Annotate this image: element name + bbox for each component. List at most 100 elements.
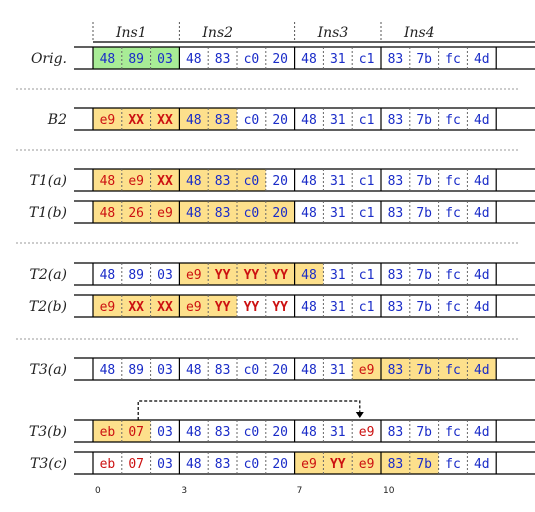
byte-cell: c0	[244, 52, 260, 67]
byte-cell: YY	[244, 268, 260, 283]
highlight-cell	[208, 108, 237, 130]
highlight-cell	[93, 420, 122, 442]
byte-cell: 48	[301, 113, 317, 128]
byte-cell: 31	[330, 363, 346, 378]
byte-cell: 20	[272, 206, 288, 221]
byte-cell: 20	[272, 174, 288, 189]
byte-row: T3(c) eb 07 03 48 83 c0 20 e9 YY e9 83 7b fc 4d	[30, 451, 535, 475]
byte-cell: fc	[445, 363, 461, 378]
byte-cell: 07	[128, 457, 144, 472]
byte-cell: 48	[100, 268, 116, 283]
byte-cell: c1	[359, 113, 375, 128]
byte-cell: c0	[244, 206, 260, 221]
highlight-cell	[237, 263, 266, 285]
highlight-cell	[121, 47, 151, 69]
byte-cell: 03	[157, 52, 173, 67]
byte-cell: YY	[272, 300, 288, 315]
offset-axis: 0 3 7 10	[95, 486, 395, 496]
byte-cell: 7b	[416, 425, 432, 440]
group-separators	[16, 88, 520, 340]
byte-cell: 48	[301, 363, 317, 378]
byte-cell: e9	[359, 457, 375, 472]
row-label: Orig.	[31, 51, 67, 67]
byte-cell: 48	[186, 174, 202, 189]
row-label: T1(a)	[29, 173, 67, 189]
highlight-cell	[150, 295, 180, 317]
row-label: T2(b)	[29, 299, 67, 315]
highlight-cell	[352, 452, 381, 474]
highlight-cell	[150, 47, 180, 69]
highlight-cell	[467, 358, 497, 380]
instruction-header: Ins1 Ins2 Ins3 Ins4	[92, 22, 535, 43]
byte-cell: 7b	[416, 113, 432, 128]
byte-cell: 48	[186, 457, 202, 472]
byte-cell: 48	[186, 425, 202, 440]
highlight-cell	[150, 169, 180, 191]
byte-row: T1(b) 48 26 e9 48 83 c0 20 48 31 c1 83 7b fc 4d	[29, 200, 535, 224]
byte-cell: c1	[359, 268, 375, 283]
byte-cell: c0	[244, 457, 260, 472]
highlight-cell	[121, 420, 151, 442]
byte-cell: 03	[157, 268, 173, 283]
highlight-cell	[208, 169, 237, 191]
byte-cell: 4d	[474, 206, 490, 221]
byte-cell: 03	[157, 457, 173, 472]
highlight-cell	[381, 358, 410, 380]
byte-cell: fc	[445, 300, 461, 315]
byte-cell: e9	[186, 268, 202, 283]
row-label: T1(b)	[29, 205, 67, 221]
byte-cell: 20	[272, 52, 288, 67]
instruction-label: Ins4	[403, 25, 435, 41]
byte-cell: 48	[301, 268, 317, 283]
byte-cell: 83	[388, 113, 404, 128]
byte-cell: 48	[100, 206, 116, 221]
byte-cell: 48	[301, 206, 317, 221]
highlight-cell	[179, 169, 209, 191]
byte-cell: 83	[215, 363, 231, 378]
byte-cell: c0	[244, 363, 260, 378]
byte-cell: 48	[301, 174, 317, 189]
byte-cell: c0	[244, 174, 260, 189]
byte-cell: 48	[186, 206, 202, 221]
byte-cell: 48	[301, 425, 317, 440]
byte-cell: 31	[330, 52, 346, 67]
byte-cell: 03	[157, 425, 173, 440]
byte-cell: 4d	[474, 268, 490, 283]
byte-cell: 89	[128, 268, 144, 283]
highlight-cell	[323, 452, 353, 474]
offset-label: 3	[181, 486, 187, 496]
byte-cell: e9	[157, 206, 173, 221]
row-label: T3(b)	[29, 424, 67, 440]
byte-cell: e9	[301, 457, 317, 472]
byte-cell: c1	[359, 300, 375, 315]
byte-cell: YY	[272, 268, 288, 283]
highlight-cell	[121, 169, 151, 191]
highlight-cell	[93, 169, 122, 191]
highlight-cell	[179, 263, 209, 285]
highlight-cell	[237, 169, 266, 191]
byte-row: T1(a) 48 e9 XX 48 83 c0 20 48 31 c1 83 7b fc 4d	[29, 168, 535, 192]
byte-cell: YY	[215, 300, 231, 315]
highlight-cell	[121, 201, 151, 223]
byte-cell: e9	[359, 425, 375, 440]
byte-cell: YY	[244, 300, 260, 315]
byte-cell: 48	[301, 300, 317, 315]
offset-label: 0	[95, 486, 101, 496]
row-label: B2	[47, 112, 67, 128]
byte-cell: 31	[330, 174, 346, 189]
byte-row: Orig. 48 89 03 48 83 c0 20 48 31 c1 83 7b fc 4d	[31, 46, 535, 70]
byte-row: T2(a) 48 89 03 e9 YY YY YY 48 31 c1 83 7b fc 4d	[29, 262, 535, 286]
byte-cell: fc	[445, 268, 461, 283]
byte-cell: 26	[128, 206, 144, 221]
highlight-cell	[294, 263, 324, 285]
byte-cell: 20	[272, 113, 288, 128]
byte-cell: fc	[445, 457, 461, 472]
byte-cell: fc	[445, 52, 461, 67]
highlight-cell	[121, 295, 151, 317]
byte-cell: 83	[388, 457, 404, 472]
byte-cell: 83	[388, 268, 404, 283]
byte-cell: eb	[100, 425, 116, 440]
byte-cell: 07	[128, 425, 144, 440]
